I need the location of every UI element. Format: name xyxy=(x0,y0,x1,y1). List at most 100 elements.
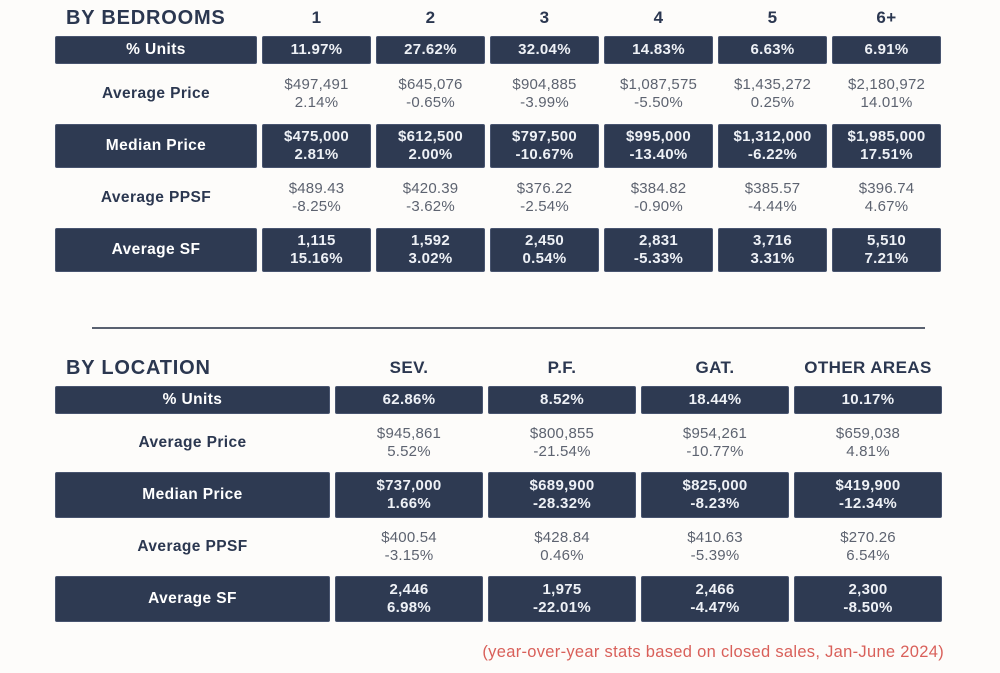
cell-yoy: 15.16% xyxy=(290,250,343,267)
row-label: Average PPSF xyxy=(137,538,248,555)
table-cell: $797,500 -10.67% xyxy=(490,124,599,168)
table-cell: 10.17% xyxy=(794,386,942,414)
column-header-4: 4 xyxy=(653,8,664,27)
table-cell: $825,000 -8.23% xyxy=(641,472,789,518)
cell-value: $954,261 xyxy=(682,425,748,443)
table-cell: $384.82 -0.90% xyxy=(604,172,713,224)
column-header-5: 5 xyxy=(767,8,778,27)
table-cell: $475,000 2.81% xyxy=(262,124,371,168)
section-divider xyxy=(92,327,925,329)
cell-value: 62.86% xyxy=(382,391,436,409)
cell-value: 2,466 xyxy=(695,581,735,599)
cell-yoy: -6.22% xyxy=(747,146,798,163)
cell-yoy: -8.25% xyxy=(292,198,341,215)
table-cell: $945,861 5.52% xyxy=(335,418,483,468)
table-cell: $419,900 -12.34% xyxy=(794,472,942,518)
cell-value: 1,975 xyxy=(542,581,582,599)
cell-value: $475,000 xyxy=(284,128,349,146)
table-cell: $1,985,000 17.51% xyxy=(832,124,941,168)
cell-yoy: -5.50% xyxy=(634,94,683,111)
row-label: Median Price xyxy=(55,124,257,168)
table-cell: 2,300 -8.50% xyxy=(794,576,942,622)
table-row-pct-units: % Units 11.97% 27.62% 32.04% 14.83% 6.63… xyxy=(55,36,941,64)
cell-yoy: 14.01% xyxy=(860,94,913,111)
cell-value: 18.44% xyxy=(688,391,742,409)
column-header-6plus: 6+ xyxy=(876,8,897,27)
table-cell: 1,115 15.16% xyxy=(262,228,371,272)
cell-value: 2,446 xyxy=(389,581,429,599)
cell-value: 8.52% xyxy=(539,391,585,409)
table-cell: 5,510 7.21% xyxy=(832,228,941,272)
table-cell: 2,831 -5.33% xyxy=(604,228,713,272)
cell-value: $428.84 xyxy=(534,529,590,547)
cell-yoy: 17.51% xyxy=(860,146,913,163)
table-cell: $489.43 -8.25% xyxy=(262,172,371,224)
cell-yoy: 0.25% xyxy=(750,94,795,111)
table-cell: 32.04% xyxy=(490,36,599,64)
cell-value: $995,000 xyxy=(626,128,691,146)
table-cell: $995,000 -13.40% xyxy=(604,124,713,168)
cell-value: 1,115 xyxy=(297,232,336,250)
cell-yoy: -21.54% xyxy=(533,443,591,460)
cell-yoy: -10.67% xyxy=(515,146,574,163)
cell-yoy: -3.99% xyxy=(520,94,569,111)
cell-value: $385.57 xyxy=(744,180,801,198)
cell-yoy: 0.46% xyxy=(540,547,584,564)
table-cell: 27.62% xyxy=(376,36,485,64)
cell-value: $497,491 xyxy=(284,76,349,94)
table-cell: $904,885 -3.99% xyxy=(490,68,599,120)
cell-value: $800,855 xyxy=(529,425,595,443)
cell-yoy: 7.21% xyxy=(864,250,909,267)
by-bedrooms-title: BY BEDROOMS xyxy=(66,6,226,29)
cell-yoy: -4.44% xyxy=(748,198,797,215)
cell-yoy: -2.54% xyxy=(520,198,569,215)
table-row-average-ppsf: Average PPSF $400.54 -3.15% $428.84 0.46% … xyxy=(55,522,942,572)
column-header-other-areas: OTHER AREAS xyxy=(804,358,932,377)
cell-yoy: 3.02% xyxy=(408,250,453,267)
row-label: Median Price xyxy=(55,472,330,518)
cell-value: $384.82 xyxy=(630,180,687,198)
cell-value: 6.91% xyxy=(864,41,909,59)
cell-value: $2,180,972 xyxy=(847,76,926,94)
cell-yoy: -0.65% xyxy=(406,94,455,111)
table-cell: $428.84 0.46% xyxy=(488,522,636,572)
table-cell: 1,975 -22.01% xyxy=(488,576,636,622)
cell-value: $400.54 xyxy=(381,529,437,547)
table-cell: $410.63 -5.39% xyxy=(641,522,789,572)
table-row-pct-units: % Units 62.86% 8.52% 18.44% 10.17% xyxy=(55,386,942,414)
cell-value: $945,861 xyxy=(376,425,442,443)
cell-value: $612,500 xyxy=(398,128,463,146)
table-cell: $420.39 -3.62% xyxy=(376,172,485,224)
by-location-title: BY LOCATION xyxy=(66,356,211,379)
cell-yoy: -3.62% xyxy=(406,198,455,215)
cell-value: $904,885 xyxy=(512,76,577,94)
row-label: % Units xyxy=(55,36,257,64)
cell-yoy: -5.33% xyxy=(633,250,684,267)
row-label: Average SF xyxy=(55,228,257,272)
table-cell: $612,500 2.00% xyxy=(376,124,485,168)
cell-value: 2,831 xyxy=(638,232,679,250)
table-row-median-price: Median Price $737,000 1.66% $689,900 -28.3… xyxy=(55,472,942,518)
table-cell: $396.74 4.67% xyxy=(832,172,941,224)
cell-value: 2,450 xyxy=(524,232,565,250)
cell-yoy: -10.77% xyxy=(686,443,744,460)
cell-yoy: 2.81% xyxy=(294,146,339,163)
cell-value: 3,716 xyxy=(752,232,793,250)
cell-value: 14.83% xyxy=(632,41,685,59)
cell-yoy: -4.47% xyxy=(690,599,740,616)
table-cell: 8.52% xyxy=(488,386,636,414)
table-cell: $737,000 1.66% xyxy=(335,472,483,518)
cell-yoy: 5.52% xyxy=(387,443,431,460)
table-cell: $497,491 2.14% xyxy=(262,68,371,120)
table-cell: 62.86% xyxy=(335,386,483,414)
cell-yoy: 2.00% xyxy=(408,146,453,163)
cell-value: 10.17% xyxy=(841,391,895,409)
cell-value: $376.22 xyxy=(516,180,573,198)
by-bedrooms-header-row: BY BEDROOMS 1 2 3 4 5 6+ xyxy=(55,3,941,33)
table-cell: 1,592 3.02% xyxy=(376,228,485,272)
by-bedrooms-table: BY BEDROOMS 1 2 3 4 5 6+ % Units 11.97% … xyxy=(55,3,941,276)
table-cell: 3,716 3.31% xyxy=(718,228,827,272)
table-row-average-ppsf: Average PPSF $489.43 -8.25% $420.39 -3.62%… xyxy=(55,172,941,224)
table-row-average-price: Average Price $945,861 5.52% $800,855 -21.… xyxy=(55,418,942,468)
cell-yoy: -8.23% xyxy=(690,495,740,512)
